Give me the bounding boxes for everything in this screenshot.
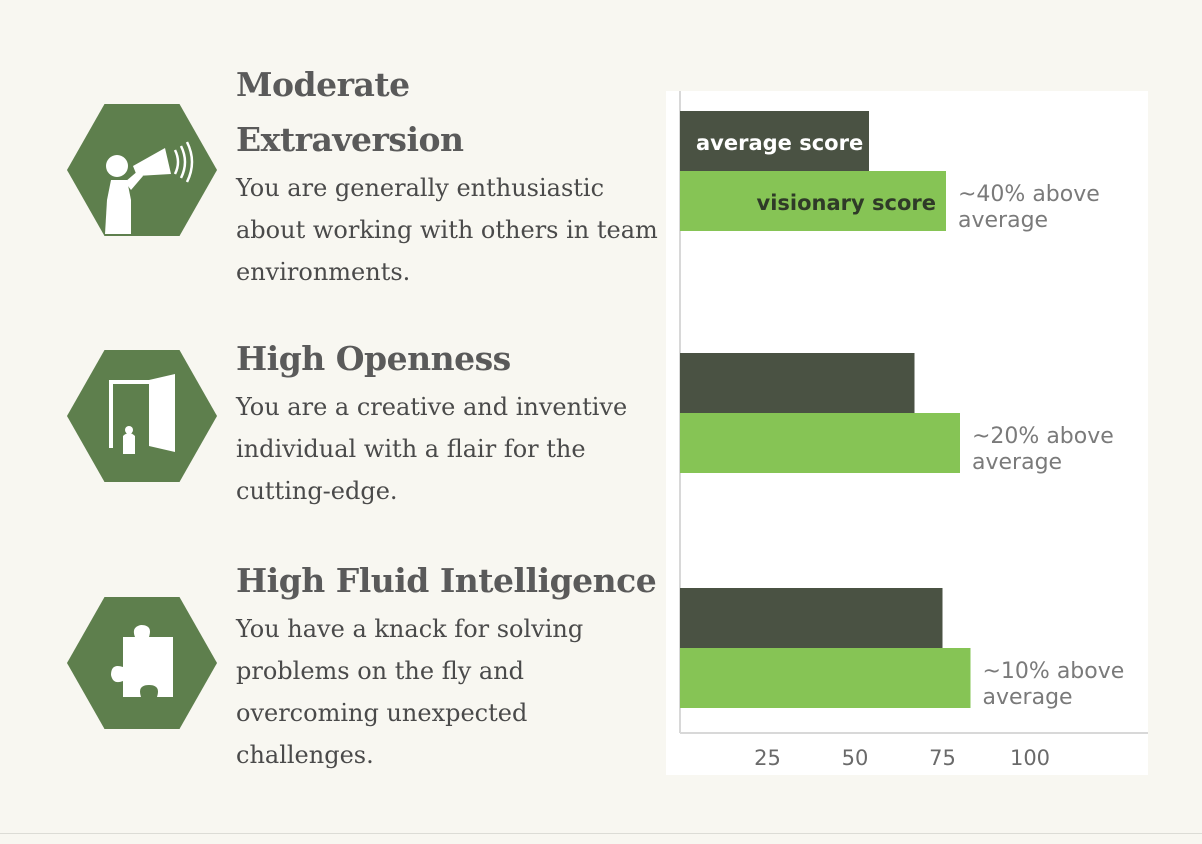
trait-title: High Openness bbox=[236, 331, 627, 386]
extraversion-hex-badge bbox=[67, 104, 217, 236]
trait-description: You are a creative and inventive individ… bbox=[236, 386, 627, 512]
annotation-text: ~10% above bbox=[983, 659, 1125, 684]
trait-title-line: High Openness bbox=[236, 339, 511, 378]
fluid-intelligence-hex-badge bbox=[67, 597, 217, 729]
x-tick-label: 75 bbox=[929, 746, 956, 770]
visionary-score-bar bbox=[680, 413, 960, 473]
trait-description-line: cutting-edge. bbox=[236, 477, 398, 505]
trait-description: You are generally enthusiastic about wor… bbox=[236, 167, 658, 293]
score-comparison-chart: average score visionary score ~40% above av… bbox=[666, 91, 1148, 775]
visionary-score-bar bbox=[680, 648, 971, 708]
average-score-bar bbox=[680, 353, 915, 413]
trait-openness: High Openness You are a creative and inv… bbox=[236, 331, 627, 512]
trait-title: Moderate Extraversion bbox=[236, 57, 658, 167]
puzzle-piece-icon bbox=[111, 625, 173, 697]
trait-title-line: Moderate bbox=[236, 65, 410, 104]
trait-title-line: Extraversion bbox=[236, 120, 464, 159]
x-tick-label: 50 bbox=[842, 746, 869, 770]
trait-description-line: You have a knack for solving bbox=[236, 615, 584, 643]
trait-description-line: overcoming unexpected bbox=[236, 699, 528, 727]
trait-description-line: environments. bbox=[236, 258, 411, 286]
x-tick-label: 100 bbox=[1010, 746, 1050, 770]
visionary-score-legend-label: visionary score bbox=[757, 191, 936, 215]
trait-description-line: You are generally enthusiastic bbox=[236, 174, 605, 202]
trait-fluid-intelligence: High Fluid Intelligence You have a knack… bbox=[236, 553, 657, 776]
bottom-divider bbox=[0, 833, 1202, 834]
trait-description-line: individual with a flair for the bbox=[236, 435, 586, 463]
trait-description-line: problems on the fly and bbox=[236, 657, 525, 685]
openness-hex-badge bbox=[67, 350, 217, 482]
trait-description-line: about working with others in team bbox=[236, 216, 658, 244]
annotation-text: average bbox=[983, 685, 1073, 710]
trait-description: You have a knack for solving problems on… bbox=[236, 608, 656, 776]
annotation-text: ~20% above bbox=[972, 424, 1114, 449]
annotation-text: average bbox=[958, 208, 1048, 233]
trait-description-line: You are a creative and inventive bbox=[236, 393, 628, 421]
megaphone-icon bbox=[105, 141, 194, 234]
annotation-text: ~40% above bbox=[958, 182, 1100, 207]
average-score-bar bbox=[680, 111, 869, 171]
average-score-bar bbox=[680, 588, 943, 648]
visionary-score-bar bbox=[680, 171, 946, 231]
average-score-legend-label: average score bbox=[696, 131, 863, 155]
trait-title-line: High Fluid Intelligence bbox=[236, 561, 657, 600]
trait-description-line: challenges. bbox=[236, 741, 374, 769]
trait-extraversion: Moderate Extraversion You are generally … bbox=[236, 57, 658, 293]
trait-title: High Fluid Intelligence bbox=[236, 553, 657, 608]
annotation-text: average bbox=[972, 450, 1062, 475]
x-tick-label: 25 bbox=[754, 746, 781, 770]
door-icon bbox=[109, 374, 175, 454]
